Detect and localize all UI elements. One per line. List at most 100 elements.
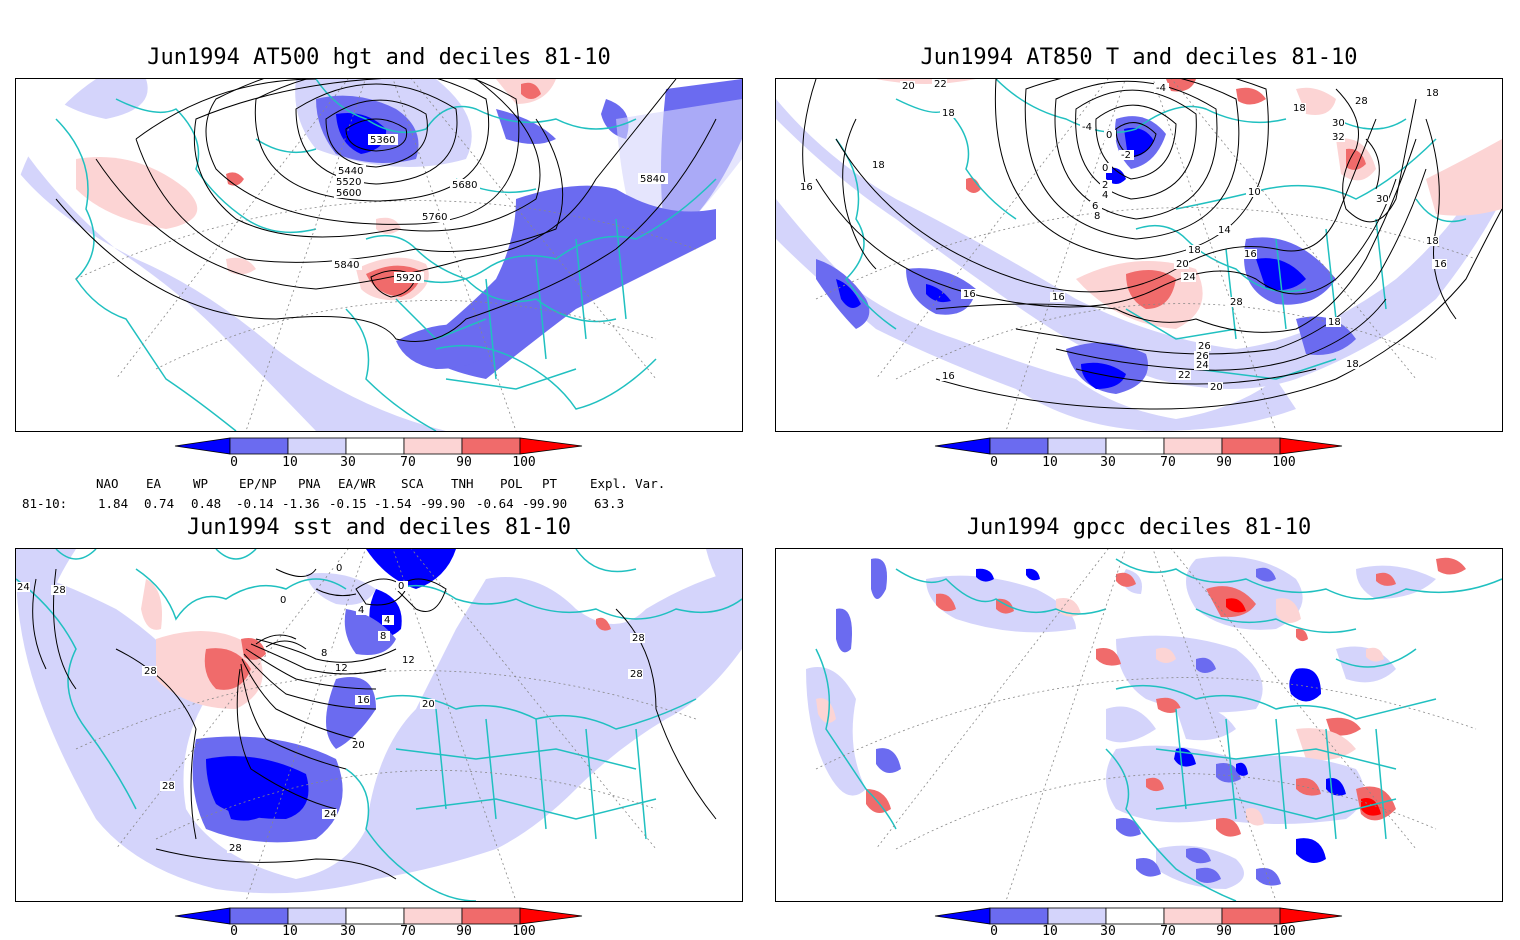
contour-label: 18 bbox=[1346, 359, 1359, 370]
index-value: -0.14 bbox=[236, 496, 274, 511]
contour-label: 28 bbox=[630, 669, 643, 680]
colorbar-tick: 10 bbox=[1042, 924, 1058, 939]
colorbar-bottom-right-svg bbox=[934, 907, 1343, 925]
map-panel-hgt500: 5360 5440 5520 5600 5680 5760 5840 5840 … bbox=[15, 78, 743, 432]
contour-label: 16 bbox=[1244, 249, 1257, 260]
contour-label: 10 bbox=[1248, 187, 1261, 198]
colorbar-tick: 0 bbox=[230, 924, 238, 939]
index-value: 1.84 bbox=[98, 496, 129, 511]
index-value: -1.54 bbox=[374, 496, 412, 511]
index-value: -99.90 bbox=[420, 496, 466, 511]
index-header: SCA bbox=[401, 476, 424, 491]
contour-label: 5840 bbox=[334, 260, 359, 271]
contour-label: 18 bbox=[872, 160, 885, 171]
contour-label: 28 bbox=[229, 843, 242, 854]
index-header: EP/NP bbox=[239, 476, 277, 491]
panel-title-t850: Jun1994 AT850 T and deciles 81-10 bbox=[920, 45, 1358, 70]
colorbar-bottom-left-svg bbox=[174, 907, 583, 925]
colorbar-tick: 100 bbox=[512, 455, 536, 470]
contour-label: 8 bbox=[1094, 211, 1100, 222]
contour-label: 24 bbox=[17, 582, 30, 593]
contour-label: 28 bbox=[144, 666, 157, 677]
colorbar-tick: 100 bbox=[512, 924, 536, 939]
colorbar-tick: 10 bbox=[282, 455, 298, 470]
colorbar-tick: 90 bbox=[1216, 924, 1232, 939]
map-gpcc bbox=[776, 549, 1502, 901]
contour-label: 5680 bbox=[452, 180, 477, 191]
contour-label: 32 bbox=[1332, 132, 1345, 143]
colorbar-tick: 90 bbox=[1216, 455, 1232, 470]
contour-label: 5520 bbox=[336, 177, 361, 188]
colorbar-tick: 0 bbox=[990, 455, 998, 470]
contour-label: 20 bbox=[1210, 382, 1223, 393]
map-sst: 24 28 28 28 0 0 0 4 4 8 8 12 12 16 20 20… bbox=[16, 549, 742, 901]
index-header: POL bbox=[500, 476, 523, 491]
contour-label: 8 bbox=[321, 648, 327, 659]
index-value: -1.36 bbox=[282, 496, 320, 511]
contour-label: 4 bbox=[384, 615, 390, 626]
colorbar-tick: 70 bbox=[400, 924, 416, 939]
contour-label: 20 bbox=[1176, 259, 1189, 270]
panel-title-gpcc: Jun1994 gpcc deciles 81-10 bbox=[966, 515, 1312, 540]
contour-label: 18 bbox=[1328, 317, 1341, 328]
contour-label: -2 bbox=[1121, 150, 1131, 161]
colorbar-bottom-left: 0 10 30 70 90 100 bbox=[170, 906, 590, 940]
colorbar-tick: 90 bbox=[456, 924, 472, 939]
colorbar-tick: 30 bbox=[340, 924, 356, 939]
contour-label: 16 bbox=[1434, 259, 1447, 270]
contour-label: 28 bbox=[632, 633, 645, 644]
contour-label: 24 bbox=[1183, 272, 1196, 283]
contour-label: 16 bbox=[942, 371, 955, 382]
contour-label: 22 bbox=[1178, 370, 1191, 381]
index-value: 0.74 bbox=[144, 496, 175, 511]
contour-label: 0 bbox=[1106, 130, 1112, 141]
panel-title-sst: Jun1994 sst and deciles 81-10 bbox=[186, 515, 572, 540]
contour-label: 18 bbox=[1293, 103, 1306, 114]
index-value: -99.90 bbox=[522, 496, 568, 511]
colorbar-tick: 10 bbox=[1042, 455, 1058, 470]
contour-label: 18 bbox=[1426, 236, 1439, 247]
contour-label: -4 bbox=[1082, 122, 1092, 133]
contour-label: 14 bbox=[1218, 225, 1231, 236]
colorbar-tick: 70 bbox=[400, 455, 416, 470]
index-header: TNH bbox=[451, 476, 474, 491]
map-t850: 20 22 18 18 16 16 16 16 -4 -4 0 -2 0 2 4… bbox=[776, 79, 1502, 431]
contour-label: 0 bbox=[336, 563, 342, 574]
colorbar-tick: 0 bbox=[990, 924, 998, 939]
contour-label: 5760 bbox=[422, 212, 447, 223]
contour-label: 16 bbox=[800, 182, 813, 193]
gpcc-deciles-field bbox=[806, 556, 1466, 889]
contour-label: 5920 bbox=[396, 273, 421, 284]
map-hgt500: 5360 5440 5520 5600 5680 5760 5840 5840 … bbox=[16, 79, 742, 431]
index-value: 0.48 bbox=[191, 496, 222, 511]
contour-label: 28 bbox=[162, 781, 175, 792]
contour-label: 24 bbox=[324, 809, 337, 820]
colorbar-tick: 100 bbox=[1272, 455, 1296, 470]
contour-label: 28 bbox=[1230, 297, 1243, 308]
contour-label: 30 bbox=[1332, 118, 1345, 129]
colorbar-tick: 10 bbox=[282, 924, 298, 939]
map-panel-sst: 24 28 28 28 0 0 0 4 4 8 8 12 12 16 20 20… bbox=[15, 548, 743, 902]
colorbar-top-left-svg bbox=[174, 437, 583, 455]
contour-label: 12 bbox=[402, 655, 415, 666]
colorbar-tick: 30 bbox=[1100, 924, 1116, 939]
colorbar-tick: 90 bbox=[456, 455, 472, 470]
panel-title-hgt500: Jun1994 AT500 hgt and deciles 81-10 bbox=[147, 45, 611, 70]
colorbar-tick: 0 bbox=[230, 455, 238, 470]
contour-labels-sst: 24 28 28 28 0 0 0 4 4 8 8 12 12 16 20 20… bbox=[16, 563, 645, 854]
contour-labels-t850: 20 22 18 18 16 16 16 16 -4 -4 0 -2 0 2 4… bbox=[798, 79, 1447, 393]
contour-labels-hgt500: 5360 5440 5520 5600 5680 5760 5840 5840 … bbox=[332, 134, 668, 284]
colorbar-bottom-right: 0 10 30 70 90 100 bbox=[930, 906, 1350, 940]
contour-label: 20 bbox=[902, 81, 915, 92]
contour-label: 18 bbox=[1188, 245, 1201, 256]
contour-label: 26 bbox=[1198, 341, 1211, 352]
contour-label: 28 bbox=[1355, 96, 1368, 107]
contour-label: 26 bbox=[1196, 351, 1209, 362]
index-header: PT bbox=[542, 476, 558, 491]
map-panel-gpcc bbox=[775, 548, 1503, 902]
index-value: -0.15 bbox=[329, 496, 367, 511]
colorbar-top-right: 0 10 30 70 90 100 bbox=[930, 436, 1350, 476]
index-row-label: 81-10: bbox=[22, 496, 68, 511]
contour-label: 4 bbox=[358, 605, 364, 616]
contour-label: 6 bbox=[1092, 201, 1098, 212]
